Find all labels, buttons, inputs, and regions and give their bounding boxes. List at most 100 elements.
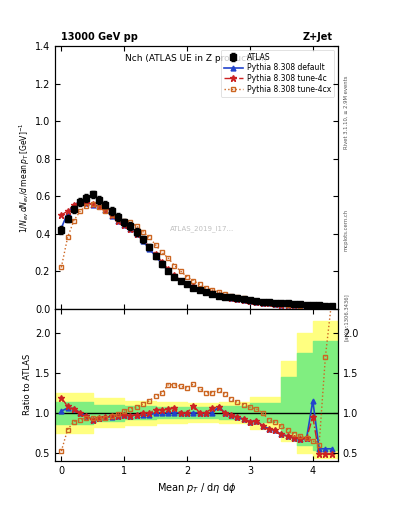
- Pythia 8.308 tune-4c: [222, 293, 227, 300]
- Pythia 8.308 tune-4cx: [78, 208, 83, 214]
- Pythia 8.308 tune-4c: [116, 218, 120, 224]
- Pythia 8.308 tune-4c: [235, 296, 240, 302]
- Pythia 8.308 default: [298, 303, 303, 309]
- Pythia 8.308 tune-4cx: [273, 301, 277, 307]
- Pythia 8.308 default: [97, 203, 101, 209]
- Line: Pythia 8.308 tune-4cx: Pythia 8.308 tune-4cx: [59, 201, 334, 309]
- Pythia 8.308 tune-4c: [292, 302, 296, 308]
- Pythia 8.308 tune-4c: [248, 298, 252, 304]
- Pythia 8.308 default: [317, 303, 321, 309]
- Pythia 8.308 tune-4c: [279, 302, 284, 308]
- Pythia 8.308 tune-4cx: [103, 208, 108, 214]
- Text: ATLAS_2019_I17...: ATLAS_2019_I17...: [170, 225, 234, 232]
- Pythia 8.308 tune-4cx: [323, 304, 328, 310]
- Pythia 8.308 default: [172, 274, 177, 280]
- Pythia 8.308 tune-4c: [153, 251, 158, 258]
- Pythia 8.308 default: [260, 300, 265, 306]
- Pythia 8.308 tune-4c: [160, 259, 164, 265]
- Pythia 8.308 tune-4c: [191, 283, 196, 289]
- Pythia 8.308 tune-4c: [172, 272, 177, 278]
- Pythia 8.308 tune-4cx: [317, 304, 321, 310]
- Pythia 8.308 tune-4c: [147, 244, 152, 250]
- Pythia 8.308 default: [122, 222, 127, 228]
- Pythia 8.308 default: [59, 225, 64, 231]
- Pythia 8.308 tune-4c: [122, 222, 127, 228]
- Pythia 8.308 tune-4c: [97, 203, 101, 209]
- Pythia 8.308 default: [304, 303, 309, 309]
- Pythia 8.308 tune-4cx: [235, 294, 240, 300]
- Line: Pythia 8.308 default: Pythia 8.308 default: [59, 199, 334, 309]
- Pythia 8.308 tune-4cx: [285, 302, 290, 308]
- Pythia 8.308 tune-4c: [185, 281, 189, 287]
- Text: Z+Jet: Z+Jet: [302, 32, 332, 42]
- Pythia 8.308 default: [323, 304, 328, 310]
- Pythia 8.308 tune-4cx: [229, 292, 233, 298]
- Pythia 8.308 tune-4c: [65, 208, 70, 214]
- Pythia 8.308 tune-4cx: [254, 298, 259, 304]
- Pythia 8.308 tune-4c: [266, 301, 271, 307]
- Pythia 8.308 tune-4c: [317, 303, 321, 309]
- Pythia 8.308 tune-4cx: [248, 296, 252, 303]
- Pythia 8.308 default: [78, 199, 83, 205]
- Pythia 8.308 tune-4cx: [90, 201, 95, 207]
- Pythia 8.308 default: [178, 278, 183, 284]
- Legend: ATLAS, Pythia 8.308 default, Pythia 8.308 tune-4c, Pythia 8.308 tune-4cx: ATLAS, Pythia 8.308 default, Pythia 8.30…: [221, 50, 334, 97]
- Pythia 8.308 default: [266, 301, 271, 307]
- Pythia 8.308 default: [248, 298, 252, 304]
- Pythia 8.308 tune-4c: [103, 207, 108, 214]
- Pythia 8.308 tune-4cx: [147, 234, 152, 241]
- Pythia 8.308 tune-4c: [204, 289, 208, 295]
- Pythia 8.308 default: [147, 246, 152, 252]
- Pythia 8.308 tune-4cx: [279, 301, 284, 307]
- Pythia 8.308 tune-4c: [254, 299, 259, 305]
- Pythia 8.308 tune-4cx: [310, 303, 315, 309]
- Pythia 8.308 default: [90, 202, 95, 208]
- Pythia 8.308 tune-4c: [128, 226, 133, 232]
- Pythia 8.308 default: [210, 291, 215, 297]
- Pythia 8.308 default: [216, 292, 221, 298]
- Pythia 8.308 tune-4cx: [298, 303, 303, 309]
- Pythia 8.308 tune-4cx: [191, 278, 196, 284]
- Pythia 8.308 default: [235, 296, 240, 302]
- Pythia 8.308 tune-4cx: [304, 303, 309, 309]
- Pythia 8.308 default: [109, 213, 114, 219]
- Pythia 8.308 tune-4c: [90, 201, 95, 207]
- Pythia 8.308 tune-4c: [210, 290, 215, 296]
- Pythia 8.308 tune-4c: [229, 295, 233, 301]
- Pythia 8.308 default: [103, 207, 108, 214]
- Pythia 8.308 tune-4c: [197, 287, 202, 293]
- Pythia 8.308 tune-4c: [178, 278, 183, 284]
- Pythia 8.308 tune-4c: [273, 301, 277, 307]
- Pythia 8.308 default: [191, 285, 196, 291]
- Pythia 8.308 tune-4c: [241, 297, 246, 303]
- Pythia 8.308 tune-4c: [216, 292, 221, 298]
- Text: mcplots.cern.ch: mcplots.cern.ch: [344, 209, 349, 251]
- Pythia 8.308 tune-4cx: [292, 302, 296, 308]
- Text: Rivet 3.1.10, ≥ 2.9M events: Rivet 3.1.10, ≥ 2.9M events: [344, 76, 349, 150]
- Text: [arXiv:1306.3436]: [arXiv:1306.3436]: [344, 293, 349, 342]
- Pythia 8.308 default: [166, 268, 171, 274]
- Pythia 8.308 default: [116, 218, 120, 224]
- Pythia 8.308 tune-4cx: [266, 300, 271, 306]
- Pythia 8.308 tune-4c: [260, 300, 265, 306]
- Y-axis label: Ratio to ATLAS: Ratio to ATLAS: [23, 354, 32, 415]
- Pythia 8.308 tune-4c: [84, 200, 89, 206]
- Pythia 8.308 default: [141, 238, 145, 244]
- Pythia 8.308 tune-4cx: [97, 204, 101, 210]
- Pythia 8.308 tune-4cx: [216, 289, 221, 295]
- Pythia 8.308 default: [229, 295, 233, 301]
- Pythia 8.308 tune-4cx: [241, 295, 246, 302]
- Pythia 8.308 tune-4cx: [185, 274, 189, 280]
- Pythia 8.308 default: [72, 202, 76, 208]
- Pythia 8.308 tune-4c: [329, 304, 334, 310]
- Pythia 8.308 default: [310, 303, 315, 309]
- Pythia 8.308 default: [254, 299, 259, 305]
- Pythia 8.308 tune-4c: [310, 303, 315, 309]
- Pythia 8.308 tune-4cx: [59, 264, 64, 270]
- Pythia 8.308 tune-4cx: [204, 285, 208, 291]
- Pythia 8.308 default: [84, 200, 89, 206]
- Pythia 8.308 default: [329, 304, 334, 310]
- Line: Pythia 8.308 tune-4c: Pythia 8.308 tune-4c: [58, 199, 335, 310]
- Pythia 8.308 tune-4cx: [160, 249, 164, 255]
- Pythia 8.308 default: [285, 302, 290, 308]
